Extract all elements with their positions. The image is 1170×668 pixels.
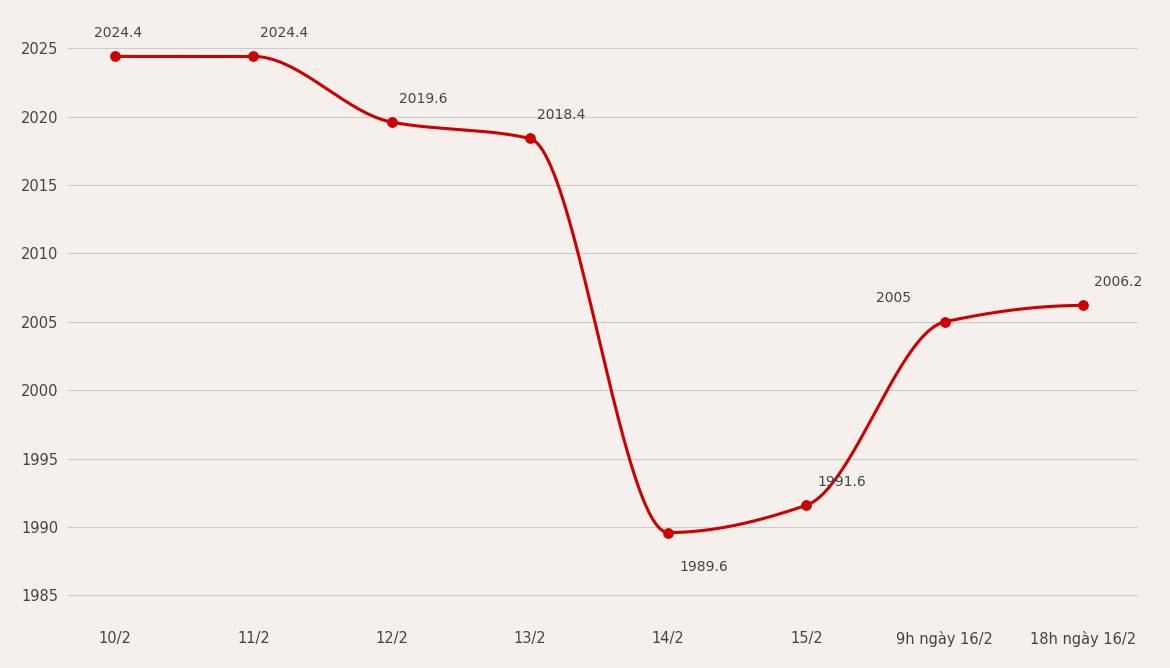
Text: 2024.4: 2024.4 [95, 26, 143, 40]
Point [105, 51, 124, 61]
Text: 2018.4: 2018.4 [537, 108, 585, 122]
Text: 1989.6: 1989.6 [680, 560, 728, 574]
Point [935, 317, 954, 327]
Text: 2019.6: 2019.6 [399, 92, 447, 106]
Text: 2005: 2005 [875, 291, 910, 305]
Point [383, 117, 401, 128]
Point [245, 51, 263, 61]
Point [797, 500, 815, 510]
Text: 2006.2: 2006.2 [1094, 275, 1142, 289]
Point [659, 527, 677, 538]
Point [1074, 300, 1093, 311]
Text: 1991.6: 1991.6 [818, 475, 866, 489]
Text: 2024.4: 2024.4 [260, 26, 309, 40]
Point [521, 133, 539, 144]
